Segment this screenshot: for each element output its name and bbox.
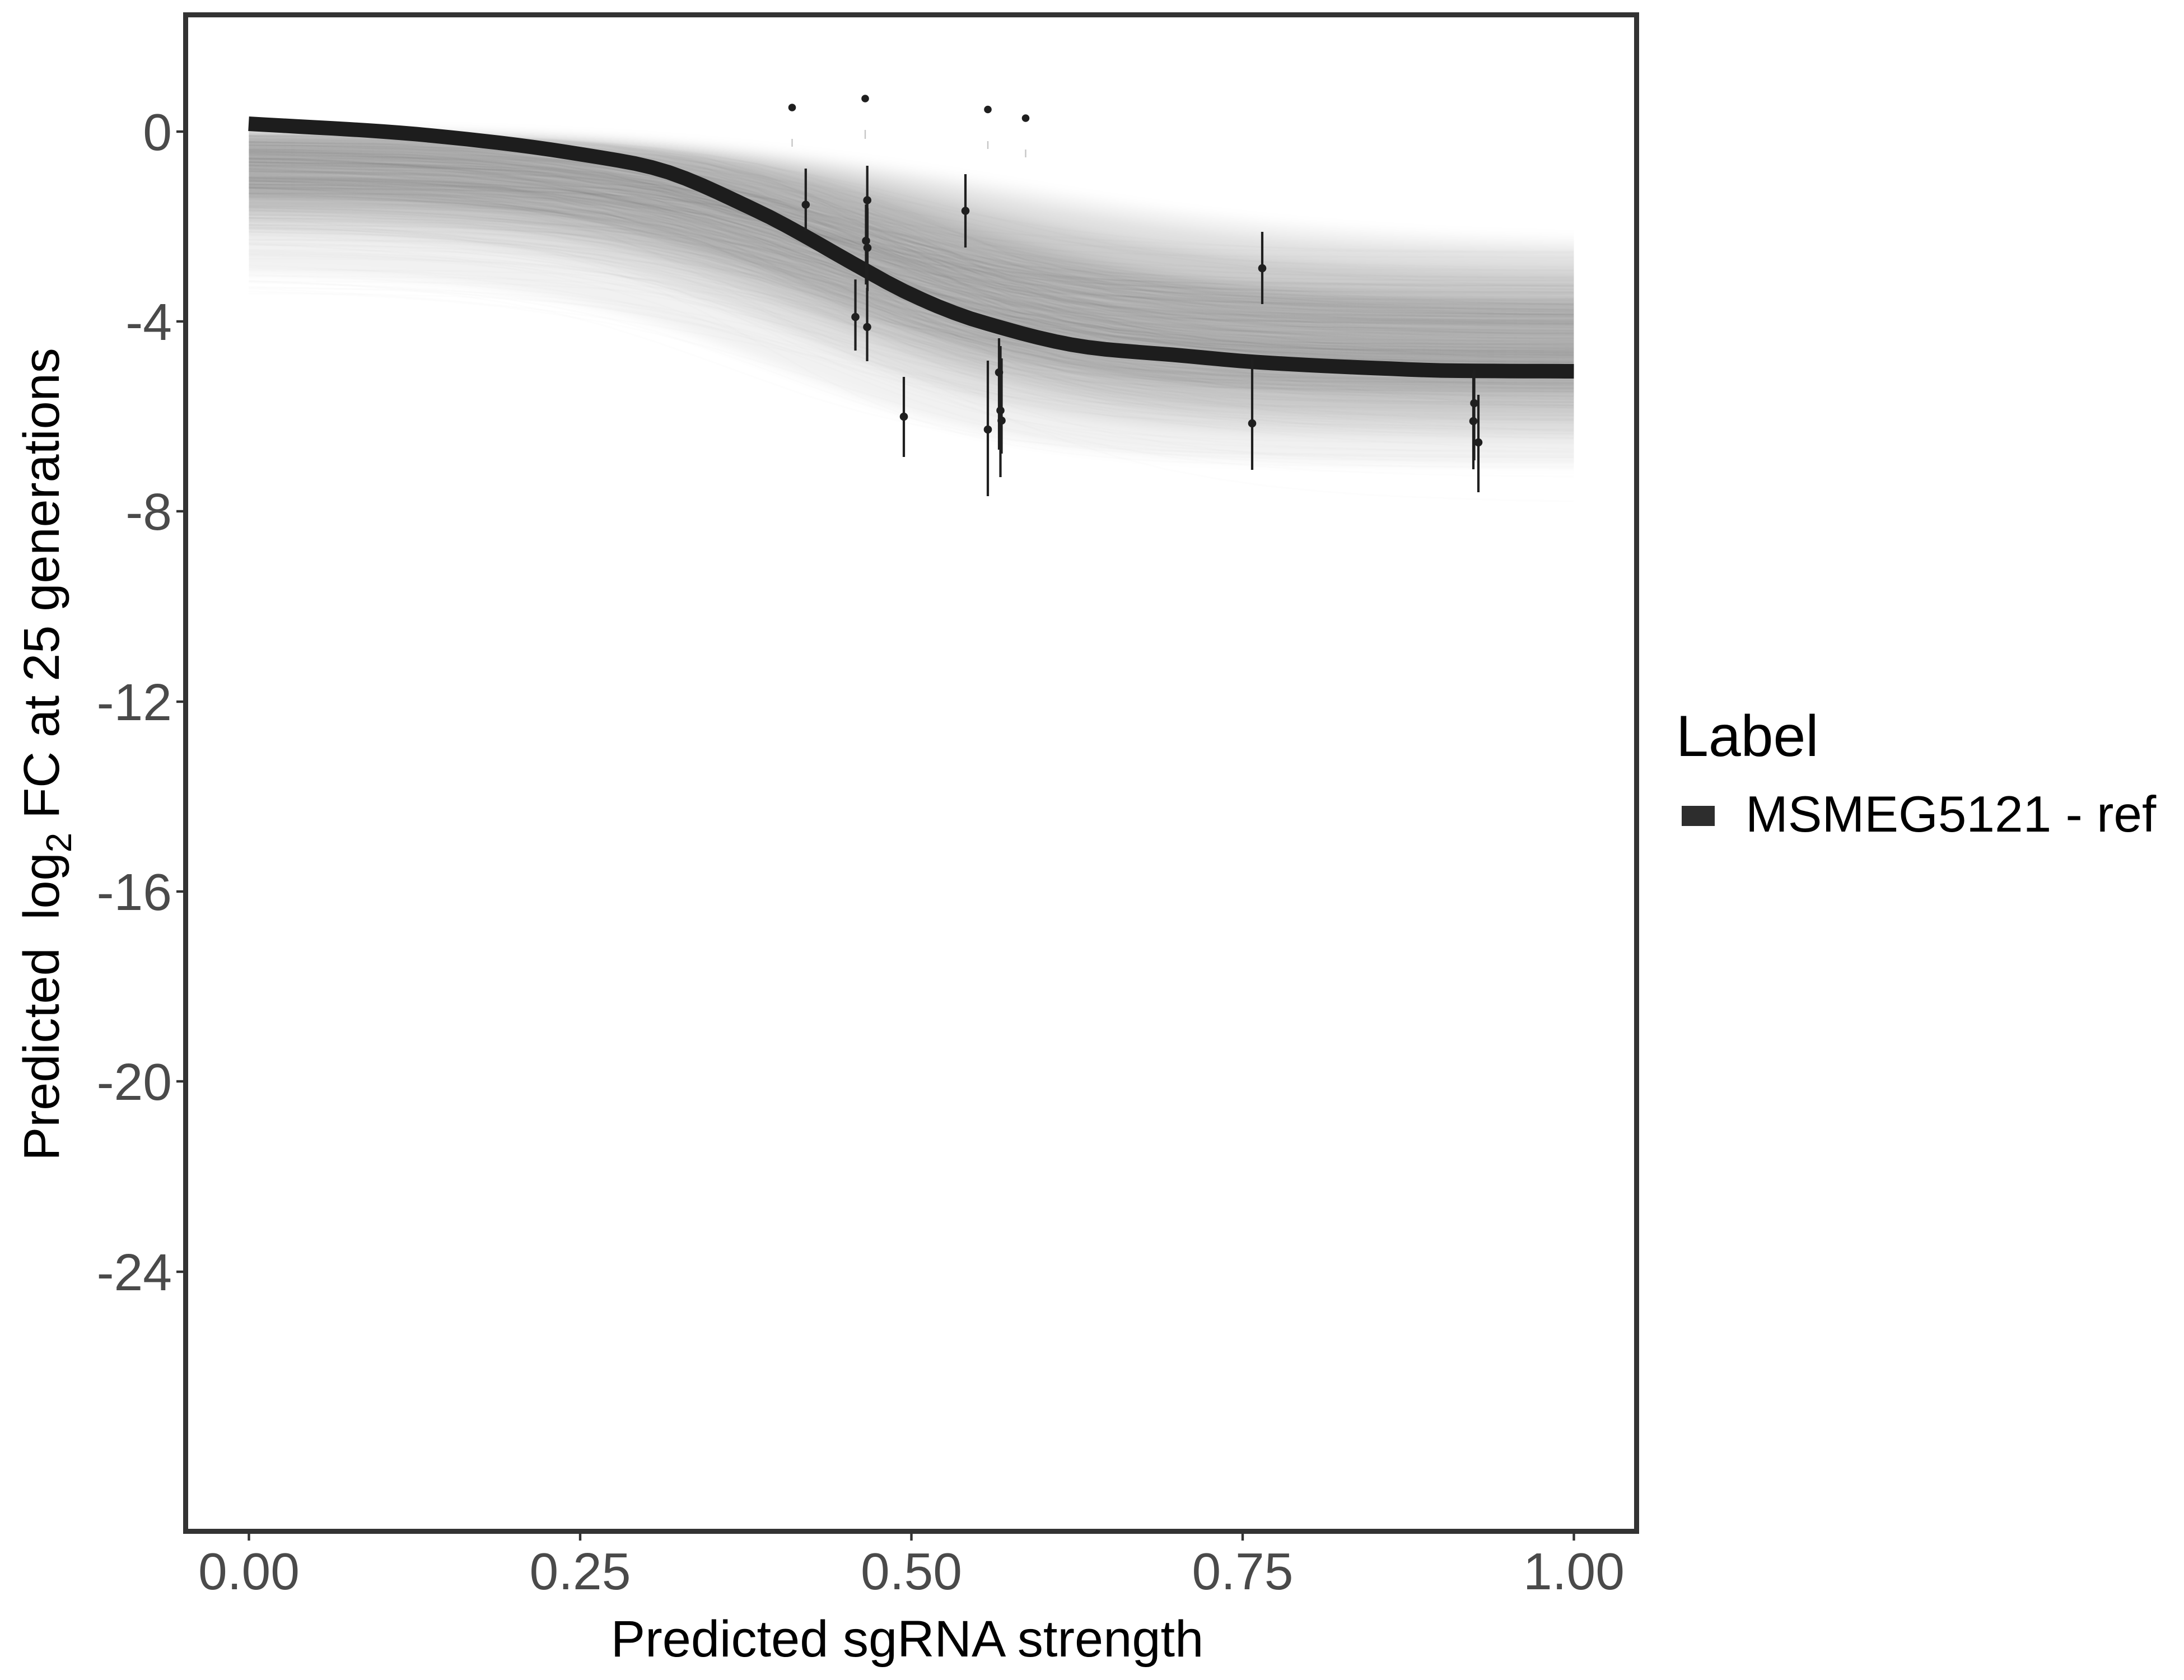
svg-text:MSMEG5121 - ref: MSMEG5121 - ref — [1746, 786, 2157, 843]
svg-text:-16: -16 — [97, 863, 172, 921]
svg-text:-24: -24 — [97, 1243, 172, 1301]
svg-text:Predicted log2 FC at 25 gener: Predicted log2 FC at 25 generations — [14, 348, 79, 1160]
svg-text:1.00: 1.00 — [1523, 1542, 1625, 1600]
svg-text:-8: -8 — [125, 483, 172, 541]
svg-text:0.25: 0.25 — [529, 1542, 631, 1600]
svg-text:-12: -12 — [97, 673, 172, 731]
svg-text:-20: -20 — [97, 1053, 172, 1111]
svg-text:0.75: 0.75 — [1192, 1542, 1293, 1600]
svg-text:0.50: 0.50 — [861, 1542, 962, 1600]
svg-text:0: 0 — [143, 103, 172, 161]
svg-text:0.00: 0.00 — [198, 1542, 300, 1600]
svg-text:-4: -4 — [125, 293, 172, 351]
svg-text:Predicted sgRNA strength: Predicted sgRNA strength — [611, 1611, 1204, 1668]
svg-text:Label: Label — [1676, 704, 1818, 769]
